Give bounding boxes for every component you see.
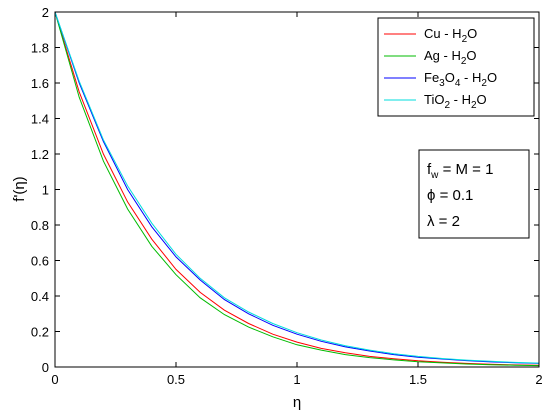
- legend-entry-part: 4: [455, 78, 461, 89]
- legend-entry-part: 2: [481, 78, 487, 89]
- plot-area: [54, 11, 540, 367]
- legend-entry: TiO2 - H2O: [424, 92, 487, 111]
- x-tick-label: 0.5: [167, 372, 185, 387]
- y-tick-label: 0.2: [31, 325, 49, 340]
- parameter-text: fw = M = 1: [427, 161, 493, 181]
- y-tick-label: 0: [42, 360, 49, 375]
- legend-entry-part: 2: [461, 56, 467, 67]
- legend-entry-part: O: [487, 70, 497, 85]
- legend-entry-part: - H: [460, 70, 481, 85]
- parameter-text-part: = M = 1: [438, 161, 493, 178]
- parameter-text: λ = 2: [427, 213, 460, 230]
- legend-entry-part: TiO: [424, 92, 444, 107]
- legend-entry-part: 2: [444, 100, 450, 111]
- y-tick-label: 0.8: [31, 218, 49, 233]
- x-tick-label: 0: [51, 372, 58, 387]
- x-tick-label: 1: [293, 372, 300, 387]
- series-line-1: [54, 11, 540, 367]
- y-tick-label: 1.8: [31, 41, 49, 56]
- legend-entry-part: O: [445, 70, 455, 85]
- legend-entry-part: O: [477, 92, 487, 107]
- y-tick-label: 0.6: [31, 254, 49, 269]
- parameter-text: ϕ = 0.1: [427, 187, 473, 204]
- y-axis-label: f'(η): [11, 176, 28, 201]
- legend-entry: Cu - H2O: [424, 26, 477, 45]
- series-line-0: [54, 11, 540, 366]
- x-tick-label: 2: [535, 372, 542, 387]
- y-tick-label: 1.4: [31, 112, 49, 127]
- legend-entry-part: O: [466, 48, 476, 63]
- x-axis-label: η: [293, 394, 301, 411]
- parameter-box: fw = M = 1 ϕ = 0.1 λ = 2: [418, 149, 530, 239]
- legend-entry: Ag - H2O: [424, 48, 477, 67]
- parameter-text-part: ϕ = 0.1: [427, 187, 473, 204]
- y-tick-label: 1.6: [31, 76, 49, 91]
- x-tick-label: 1.5: [409, 372, 427, 387]
- legend-entry-part: Cu - H: [424, 26, 462, 41]
- legend-entry-part: O: [467, 26, 477, 41]
- legend-entry-part: 2: [471, 100, 477, 111]
- y-tick-label: 0.4: [31, 289, 49, 304]
- axis-ticks: 0 0.5 1 1.5 2 0 0.2 0.4 0.6 0.8 1 1.2 1.4 1.6 1.8 2: [31, 5, 543, 387]
- y-tick-label: 1: [42, 183, 49, 198]
- legend-entry-part: 3: [439, 78, 445, 89]
- parameter-box-frame: [418, 149, 530, 239]
- legend-entry-part: 2: [462, 34, 468, 45]
- y-tick-label: 2: [42, 5, 49, 20]
- y-tick-label: 1.2: [31, 147, 49, 162]
- legend-entry-part: - H: [450, 92, 471, 107]
- parameter-text-part: w: [430, 170, 439, 181]
- legend-entry-part: Ag - H: [424, 48, 461, 63]
- legend-entry: Fe3O4 - H2O: [424, 70, 497, 89]
- series-line-3: [54, 11, 540, 364]
- legend-entry-part: Fe: [424, 70, 439, 85]
- parameter-text-part: λ = 2: [427, 213, 460, 230]
- parameter-text-part: f: [427, 161, 432, 178]
